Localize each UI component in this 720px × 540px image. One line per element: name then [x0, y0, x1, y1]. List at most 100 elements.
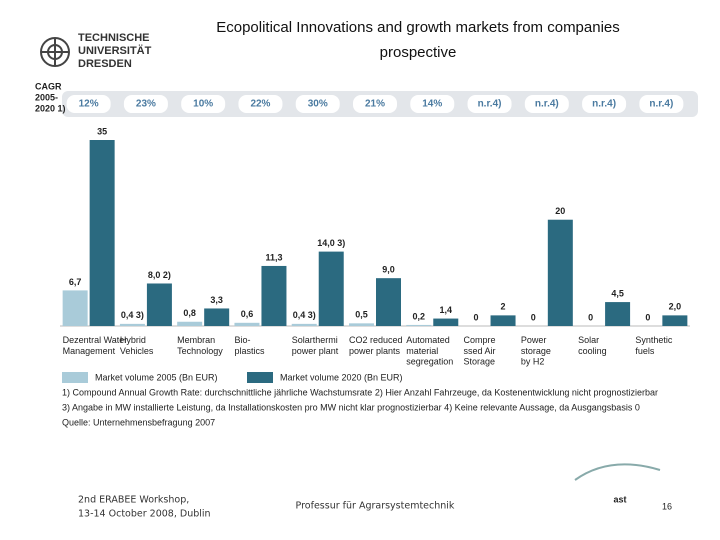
value-label: 0,5 — [355, 310, 368, 320]
bar — [146, 283, 172, 326]
bar — [261, 265, 287, 326]
footer-event: 13-14 October 2008, Dublin — [78, 509, 211, 520]
brand: ast — [613, 494, 626, 504]
footer-chair: Professur für Agrarsystemtechnik — [296, 501, 455, 512]
value-label: 11,3 — [265, 252, 282, 262]
cagr-value: n.r.4) — [478, 99, 502, 110]
x-tick-label: Membran Technology — [177, 335, 223, 356]
slide-title: prospective — [380, 44, 457, 61]
bar — [89, 140, 115, 326]
cagr-label: 2020 1) — [35, 103, 66, 113]
label-line: Technology — [177, 346, 223, 356]
x-tick-label: Bio-plastics — [234, 335, 265, 356]
bar — [605, 302, 631, 326]
value-label: 14,0 3) — [317, 238, 345, 248]
bar — [62, 290, 88, 326]
label-line: Bio- — [234, 335, 250, 345]
cagr-pill — [353, 95, 397, 113]
label-line: segregation — [406, 357, 453, 367]
value-label: 0 — [645, 312, 650, 322]
label-line: fuels — [635, 346, 655, 356]
bar — [662, 315, 688, 326]
label-line: Storage — [464, 357, 496, 367]
bar — [204, 308, 230, 326]
cagr-pill — [410, 95, 455, 113]
label-line: ssed Air — [464, 346, 496, 356]
logo-text: UNIVERSITÄT — [78, 44, 152, 57]
bar — [349, 323, 374, 326]
legend-label: Market volume 2020 (Bn EUR) — [280, 372, 403, 382]
cagr-value: n.r.4) — [649, 99, 673, 110]
label-line: material — [406, 346, 438, 356]
bar — [433, 318, 459, 326]
x-tick-label: Solarthermi power plant — [292, 335, 339, 356]
logo-text: DRESDEN — [78, 58, 132, 70]
label-line: Automated — [406, 335, 450, 345]
label-line: power plants — [349, 346, 401, 356]
value-label: 9,0 — [382, 265, 395, 275]
logo-text: TECHNISCHE — [78, 32, 150, 44]
cagr-label: 2005- — [35, 92, 58, 102]
value-label: 0,6 — [241, 309, 254, 319]
value-label: 2 — [501, 302, 506, 312]
cagr-value: 12% — [79, 99, 99, 110]
value-label: 3,3 — [210, 295, 223, 305]
value-label: 0,4 3) — [121, 310, 144, 320]
cagr-pill — [639, 95, 684, 113]
value-label: 0 — [474, 312, 479, 322]
bar — [119, 323, 145, 326]
label-line: Synthetic — [635, 335, 673, 345]
label-line: Dezentral Water — [63, 335, 128, 345]
bar — [177, 321, 203, 326]
value-label: 0,4 3) — [293, 310, 316, 320]
label-line: Solar — [578, 335, 599, 345]
label-line: storage — [521, 346, 551, 356]
cagr-pill — [181, 95, 226, 113]
label-line: power plant — [292, 346, 339, 356]
slide-title: Ecopolitical Innovations and growth mark… — [216, 19, 620, 36]
x-tick-label: Hybrid Vehicles — [120, 335, 154, 356]
legend-label: Market volume 2005 (Bn EUR) — [95, 372, 218, 382]
label-line: cooling — [578, 346, 607, 356]
cagr-value: n.r.4) — [592, 99, 616, 110]
cagr-value: 10% — [193, 99, 213, 110]
label-line: plastics — [234, 346, 265, 356]
value-label: 4,5 — [611, 288, 624, 298]
cagr-pill — [467, 95, 512, 113]
footer-event: 2nd ERABEE Workshop, — [78, 495, 189, 506]
cagr-value: n.r.4) — [535, 99, 559, 110]
label-line: Membran — [177, 335, 215, 345]
value-label: 2,0 — [669, 302, 682, 312]
page-number: 16 — [662, 501, 672, 511]
value-label: 0,8 — [183, 308, 196, 318]
value-label: 0 — [588, 312, 593, 322]
label-line: Compre — [464, 335, 496, 345]
label-line: Hybrid — [120, 335, 146, 345]
value-label: 1,4 — [440, 305, 453, 315]
footnote: 3) Angabe in MW installierte Leistung, d… — [62, 402, 640, 412]
bar — [376, 278, 401, 326]
x-tick-label: CO2 reduced power plants — [349, 335, 403, 356]
x-tick-label: Solar cooling — [578, 335, 607, 356]
value-label: 0,2 — [413, 311, 426, 321]
legend-swatch — [247, 372, 273, 383]
value-label: 35 — [97, 126, 107, 136]
label-line: by H2 — [521, 357, 545, 367]
label-line: Management — [63, 346, 116, 356]
bar — [291, 323, 317, 326]
brand-arc — [574, 463, 661, 481]
cagr-pill — [66, 95, 111, 113]
value-label: 0 — [531, 312, 536, 322]
label-line: Solarthermi — [292, 335, 338, 345]
cagr-pill — [295, 95, 340, 113]
cagr-value: 14% — [422, 99, 442, 110]
cagr-label: CAGR — [35, 81, 62, 91]
legend-swatch — [62, 372, 88, 383]
cagr-pill — [123, 95, 168, 113]
cagr-value: 21% — [365, 99, 385, 110]
bar — [490, 315, 516, 326]
value-label: 20 — [555, 206, 565, 216]
source: Quelle: Unternehmensbefragung 2007 — [62, 417, 215, 427]
bar — [318, 251, 344, 326]
